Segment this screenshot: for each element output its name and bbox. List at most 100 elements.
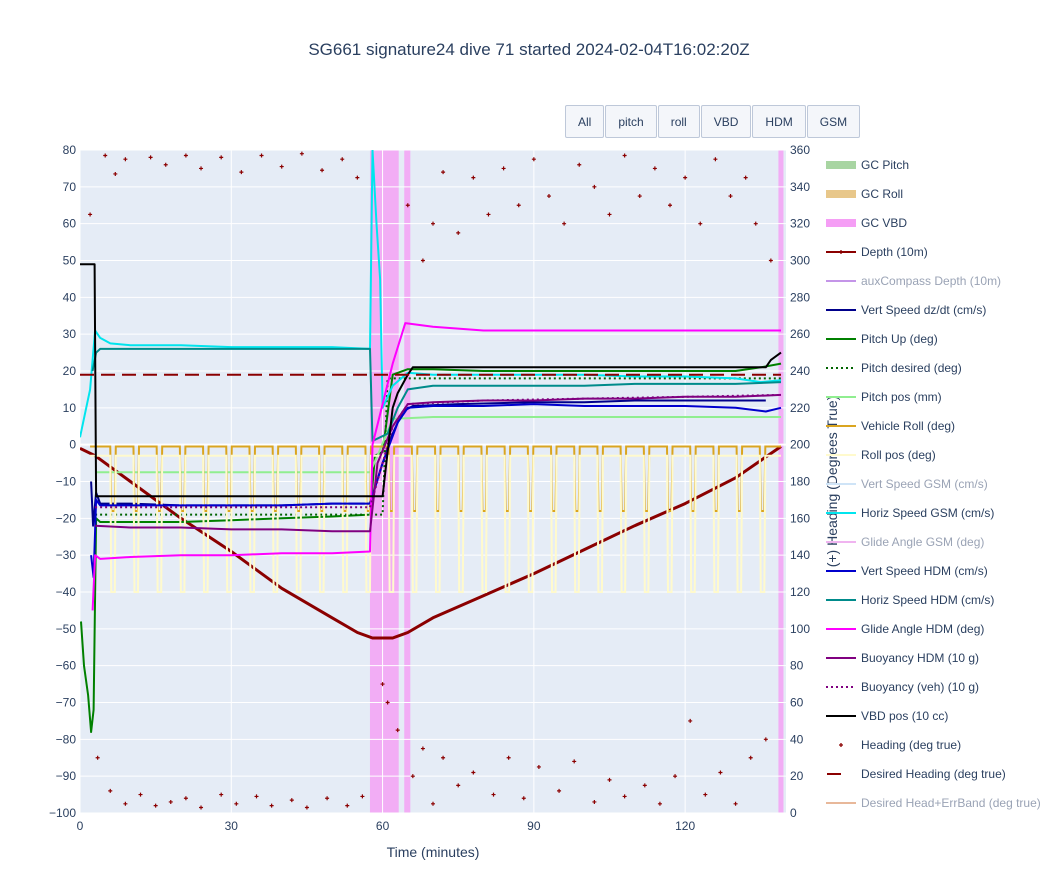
legend-label: Pitch desired (deg) <box>861 361 962 375</box>
y-tick-label: 10 <box>63 401 77 415</box>
legend-label: Vehicle Roll (deg) <box>861 419 955 433</box>
heading-point <box>637 194 642 199</box>
heading-point <box>683 175 688 180</box>
heading-point <box>431 221 435 226</box>
legend-item[interactable]: Glide Angle HDM (deg) <box>826 622 984 636</box>
heading-point <box>688 718 693 723</box>
legend-item[interactable]: GC VBD <box>826 216 907 230</box>
heading-point <box>577 162 582 167</box>
series-line <box>80 263 782 498</box>
button-gsm[interactable]: GSM <box>806 105 861 138</box>
legend-item[interactable]: Vert Speed HDM (cm/s) <box>826 564 988 578</box>
legend-item[interactable]: Horiz Speed GSM (cm/s) <box>826 506 994 520</box>
button-pitch[interactable]: pitch <box>605 105 657 138</box>
y-tick-label: 30 <box>63 327 77 341</box>
button-all[interactable]: All <box>565 105 605 138</box>
heading-point <box>753 221 758 226</box>
legend-label: Vert Speed dz/dt (cm/s) <box>861 303 986 317</box>
legend-item[interactable]: Buoyancy HDM (10 g) <box>826 651 979 665</box>
heading-point <box>95 755 100 760</box>
legend-item[interactable]: Vert Speed GSM (cm/s) <box>826 477 988 491</box>
y-tick-label: −60 <box>56 659 77 673</box>
series-line <box>91 322 781 611</box>
heading-point <box>183 153 188 158</box>
heading-point <box>269 803 274 808</box>
legend-label: Pitch Up (deg) <box>861 332 938 346</box>
x-axis-ticks: 0 30 60 90 120 <box>77 819 696 833</box>
legend-item[interactable]: Pitch pos (mm) <box>826 390 942 404</box>
y-tick-label: −50 <box>56 622 77 636</box>
series-line <box>90 454 781 593</box>
heading-point <box>718 770 723 775</box>
chart-title: SG661 signature24 dive 71 started 2024-0… <box>308 40 750 59</box>
y-tick-label: 0 <box>69 438 76 452</box>
y2-tick-label: 120 <box>790 585 810 599</box>
x-tick-label: 120 <box>675 819 695 833</box>
y2-axis-ticks: 3603403203002802602402202001801601401201… <box>790 143 810 820</box>
legend-item[interactable]: GC Pitch <box>826 158 909 172</box>
legend-item[interactable]: VBD pos (10 cc) <box>826 709 948 723</box>
heading-point <box>431 801 435 806</box>
y2-tick-label: 60 <box>790 696 804 710</box>
series-line <box>80 150 782 438</box>
y-tick-label: 20 <box>63 364 77 378</box>
heading-point <box>219 155 224 160</box>
heading-point <box>88 212 93 217</box>
legend-item[interactable]: Glide Angle GSM (deg) <box>826 535 984 549</box>
legend-item[interactable]: Vehicle Roll (deg) <box>826 419 955 433</box>
legend-item[interactable]: Desired Head+ErrBand (deg true) <box>826 796 1041 810</box>
heading-point <box>420 258 425 263</box>
legend-item[interactable]: Horiz Speed HDM (cm/s) <box>826 593 994 607</box>
legend-item[interactable]: Roll pos (deg) <box>826 448 936 462</box>
heading-point <box>743 175 748 180</box>
trace-buoyancy-veh-10-g- <box>95 393 782 509</box>
y2-tick-label: 180 <box>790 475 810 489</box>
heading-point <box>486 212 491 217</box>
heading-point <box>199 805 204 810</box>
heading-point <box>501 166 506 171</box>
update-menu-buttons: All pitch roll VBD HDM GSM <box>565 105 861 138</box>
y2-tick-label: 20 <box>790 769 804 783</box>
trace-vbd-pos-10-cc- <box>80 263 782 498</box>
legend-item[interactable]: Heading (deg true) <box>839 738 961 752</box>
legend-label: GC VBD <box>861 216 907 230</box>
heading-point <box>521 796 526 801</box>
heading-point <box>607 212 612 217</box>
heading-point <box>219 792 224 797</box>
traces[interactable] <box>80 150 782 810</box>
heading-point <box>103 153 108 158</box>
heading-point <box>420 746 425 751</box>
heading-point <box>385 700 390 705</box>
heading-point <box>380 682 385 687</box>
legend-item[interactable]: Depth (10m) <box>826 245 928 259</box>
button-roll[interactable]: roll <box>657 105 700 138</box>
heading-point <box>471 770 476 775</box>
x-tick-label: 30 <box>225 819 239 833</box>
legend-label: GC Pitch <box>861 158 909 172</box>
legend-item[interactable]: Vert Speed dz/dt (cm/s) <box>826 303 986 317</box>
legend-item[interactable]: Pitch Up (deg) <box>826 332 938 346</box>
legend-item[interactable]: Desired Heading (deg true) <box>827 767 1006 781</box>
y2-tick-label: 320 <box>790 217 810 231</box>
button-hdm[interactable]: HDM <box>752 105 806 138</box>
heading-point <box>239 170 244 175</box>
x-tick-label: 0 <box>77 819 84 833</box>
y-tick-label: −80 <box>56 732 77 746</box>
heading-point <box>289 798 294 803</box>
legend-item[interactable]: Pitch desired (deg) <box>826 361 962 375</box>
heading-point <box>622 794 627 799</box>
x-tick-label: 60 <box>376 819 390 833</box>
x-axis-title: Time (minutes) <box>387 844 480 860</box>
heading-point <box>531 157 536 162</box>
legend-item[interactable]: auxCompass Depth (10m) <box>826 274 1001 288</box>
legend[interactable]: GC Pitch GC Roll GC VBD Depth (10m) auxCompa… <box>826 158 1041 810</box>
heading-point <box>622 153 627 158</box>
y-tick-label: −90 <box>56 769 77 783</box>
heading-point <box>183 796 188 801</box>
legend-item[interactable]: GC Roll <box>826 187 903 201</box>
y-tick-label: −70 <box>56 696 77 710</box>
legend-item[interactable]: Buoyancy (veh) (10 g) <box>826 680 979 694</box>
button-vbd[interactable]: VBD <box>700 105 752 138</box>
legend-label: Roll pos (deg) <box>861 448 936 462</box>
